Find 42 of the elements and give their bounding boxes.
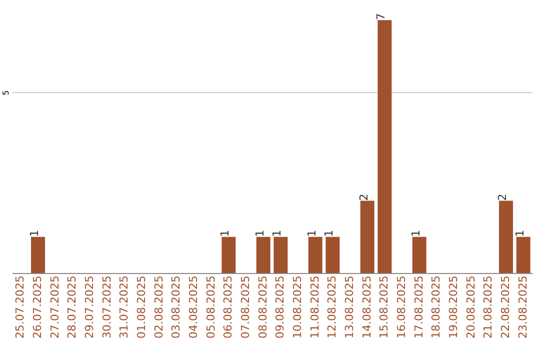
data-label: 1 [513, 230, 526, 237]
x-tick-label: 07.08.2025 [239, 276, 252, 338]
x-tick-label: 14.08.2025 [360, 276, 374, 338]
data-label: 7 [374, 13, 388, 20]
data-label: 2 [496, 194, 509, 201]
data-label: 1 [253, 230, 266, 237]
x-tick-label: 30.07.2025 [100, 276, 114, 338]
data-label: 1 [409, 230, 422, 237]
data-label: 1 [270, 230, 284, 237]
x-tick-label: 29.07.2025 [83, 276, 96, 338]
x-tick-label: 19.08.2025 [447, 276, 460, 338]
x-tick-label: 23.08.2025 [516, 276, 530, 338]
x-tick-label: 03.08.2025 [170, 276, 183, 338]
x-tick-label: 15.08.2025 [378, 276, 391, 338]
x-tick-label: 21.08.2025 [482, 276, 495, 338]
x-tick-label: 25.07.2025 [14, 276, 27, 338]
x-tick-label: 02.08.2025 [152, 276, 166, 338]
x-tick-label: 22.08.2025 [499, 276, 512, 338]
data-label: 1 [305, 230, 318, 237]
x-tick-label: 10.08.2025 [291, 276, 304, 338]
x-tick-label: 27.07.2025 [48, 276, 62, 338]
x-tick-label: 26.07.2025 [31, 276, 44, 338]
x-tick-label: 18.08.2025 [430, 276, 443, 338]
data-label: 1 [322, 230, 336, 237]
x-tick-label: 05.08.2025 [204, 276, 218, 338]
x-tick-label: 06.08.2025 [222, 276, 235, 338]
x-tick-label: 17.08.2025 [412, 276, 426, 338]
x-tick-label: 08.08.2025 [256, 276, 270, 338]
x-tick-label: 01.08.2025 [135, 276, 148, 338]
x-tick-label: 31.07.2025 [118, 276, 131, 338]
data-label: 2 [357, 194, 370, 201]
x-tick-label: 09.08.2025 [274, 276, 287, 338]
x-tick-label: 04.08.2025 [187, 276, 200, 338]
x-tick-label: 13.08.2025 [343, 276, 356, 338]
data-label: 1 [28, 230, 41, 237]
data-label: 1 [218, 230, 232, 237]
x-tick-label: 11.08.2025 [308, 276, 322, 338]
y-tick-label: 5 [2, 90, 10, 96]
x-tick-label: 28.07.2025 [66, 276, 79, 338]
x-tick-label: 16.08.2025 [395, 276, 408, 338]
x-tick-label: 20.08.2025 [464, 276, 478, 338]
x-tick-label: 12.08.2025 [326, 276, 339, 338]
